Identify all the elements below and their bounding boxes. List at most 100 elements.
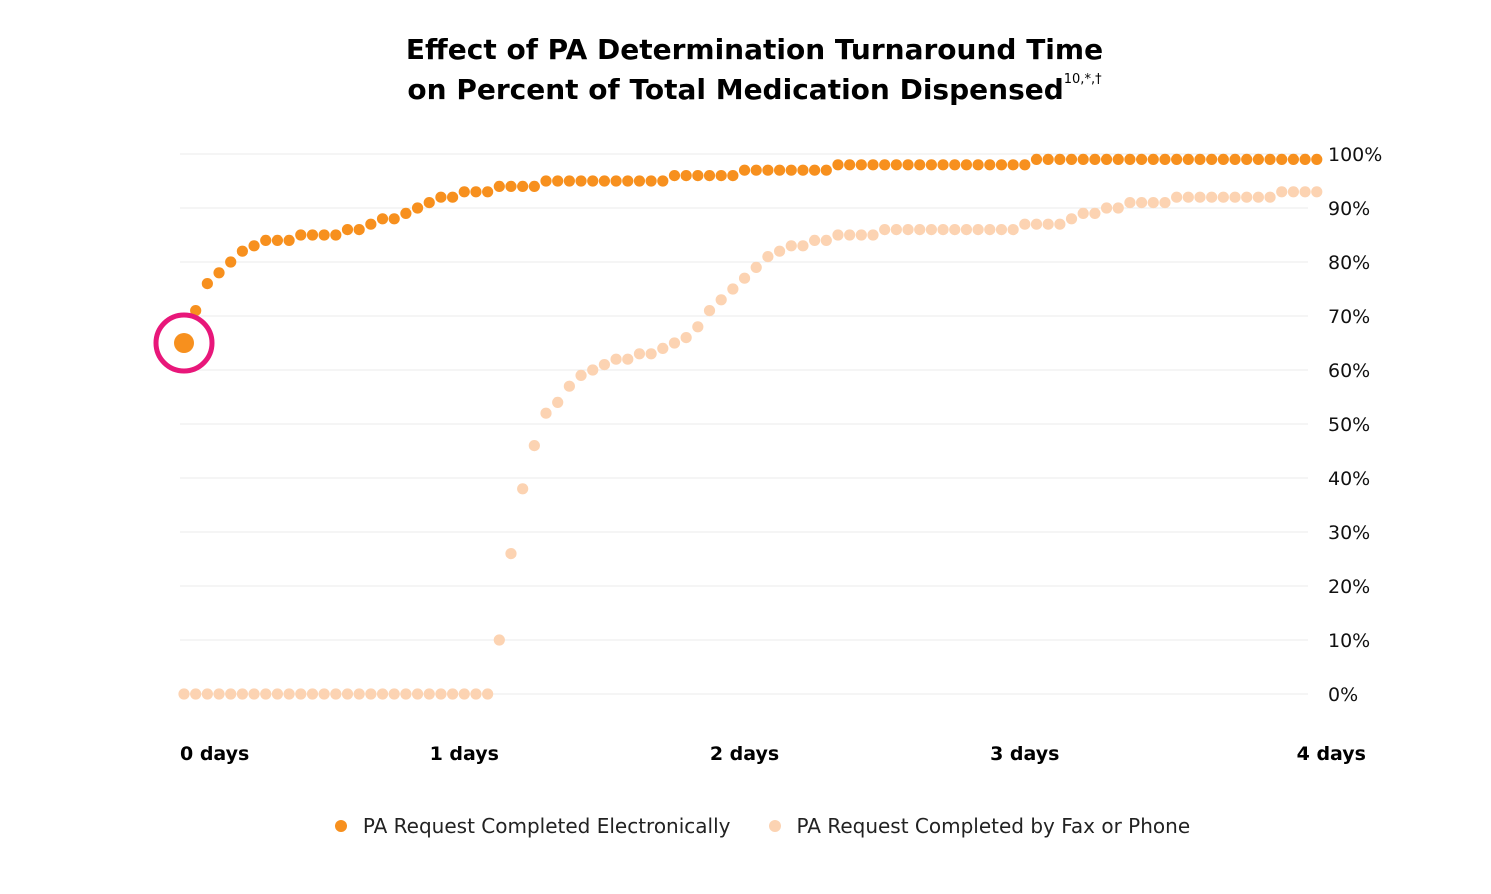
electronic-point [610,175,622,187]
fax-point [949,224,961,236]
electronic-point [435,191,447,203]
electronic-point [587,175,599,187]
x-tick-label: 2 days [710,743,779,765]
electronic-point [773,164,786,176]
y-axis: 0% 10% 20% 30% 40% 50% 60% 70% 80% 90% 100% [1328,144,1382,706]
legend-item-electronic: PA Request Completed Electronically [334,814,731,838]
fax-point [610,353,622,365]
fax-point [271,688,284,700]
chart-plot-area: 0% 10% 20% 30% 40% 50% 60% 70% 80% 90% 100% 0 days… [153,144,1382,765]
electronic-point [376,213,389,225]
electronic-point [855,159,867,171]
fax-point [809,234,821,246]
legend: PA Request Completed Electronically PA R… [0,814,1491,838]
electronic-point [762,164,774,176]
x-tick-label: 1 days [430,743,499,765]
fax-point [914,224,926,236]
fax-point [703,305,716,317]
electronic-point [914,159,926,171]
electronic-point [1159,153,1171,165]
fax-point [1287,186,1300,198]
electronic-point [972,159,984,171]
electronic-point [890,159,902,171]
electronic-point [540,175,552,187]
electronic-point [458,186,470,198]
fax-point [1194,191,1206,203]
electronic-point [201,278,213,290]
electronic-point [306,229,319,241]
fax-point [236,688,248,700]
x-axis: 0 days 1 days 2 days 3 days 4 days [180,743,1366,765]
fax-point [1042,218,1054,230]
fax-point [306,688,319,700]
highlight-marker [153,312,215,374]
fax-point [925,224,937,236]
fax-point [470,688,482,700]
fax-point [1054,218,1066,230]
electronic-point [738,164,751,176]
electronic-point [1229,153,1241,165]
fax-point [995,224,1008,236]
electronic-point [867,159,879,171]
fax-point [750,261,762,273]
electronic-point [575,175,587,187]
fax-point [517,483,529,495]
electronic-point [236,245,248,257]
electronic-point [482,186,494,198]
electronic-point [365,218,377,230]
electronic-point [1042,153,1054,165]
fax-point [178,688,190,700]
highlight-ring [153,312,215,374]
y-tick-label: 90% [1328,198,1370,220]
fax-point [1077,207,1089,219]
y-tick-label: 70% [1328,306,1370,328]
electronic-point [1054,153,1066,165]
fax-point [283,688,295,700]
y-tick-label: 30% [1328,522,1370,544]
fax-point [1229,191,1241,203]
electronic-point [1089,153,1101,165]
legend-label-electronic: PA Request Completed Electronically [362,814,731,838]
electronic-point [668,170,681,182]
electronic-point [330,229,342,241]
electronic-point [1206,153,1218,165]
x-tick-label: 0 days [180,743,249,765]
fax-point [879,224,891,236]
electronic-point [388,213,400,225]
chart-title-line1: Effect of PA Determination Turnaround Ti… [405,33,1104,66]
electronic-point [820,164,832,176]
electronic-point [174,333,194,353]
fax-point [1171,191,1183,203]
fax-point [248,688,260,700]
fax-point [365,688,377,700]
electronic-point [225,256,237,268]
electronic-point [1171,153,1183,165]
fax-point [832,229,844,241]
electronic-point [1276,153,1288,165]
fax-point [1030,218,1043,230]
fax-point [633,348,646,360]
electronic-point [1019,159,1031,171]
legend-label-fax: PA Request Completed by Fax or Phone [796,814,1191,838]
electronic-point [295,229,307,241]
fax-point [1241,191,1253,203]
electronic-point [633,175,646,187]
fax-point [458,688,470,700]
fax-point [1112,202,1124,214]
electronic-point [1135,153,1148,165]
legend-swatch-electronic [334,820,347,832]
fax-point [680,332,692,344]
electronic-point [446,191,459,203]
series-electronic-points [174,153,1323,353]
fax-point [785,240,797,252]
electronic-point [960,159,973,171]
y-tick-label: 60% [1328,360,1370,382]
electronic-point [598,175,611,187]
electronic-point [680,170,692,182]
fax-point [575,369,587,381]
electronic-point [949,159,961,171]
electronic-point [832,159,844,171]
fax-point [1182,191,1194,203]
electronic-point [785,164,797,176]
fax-point [505,548,517,560]
